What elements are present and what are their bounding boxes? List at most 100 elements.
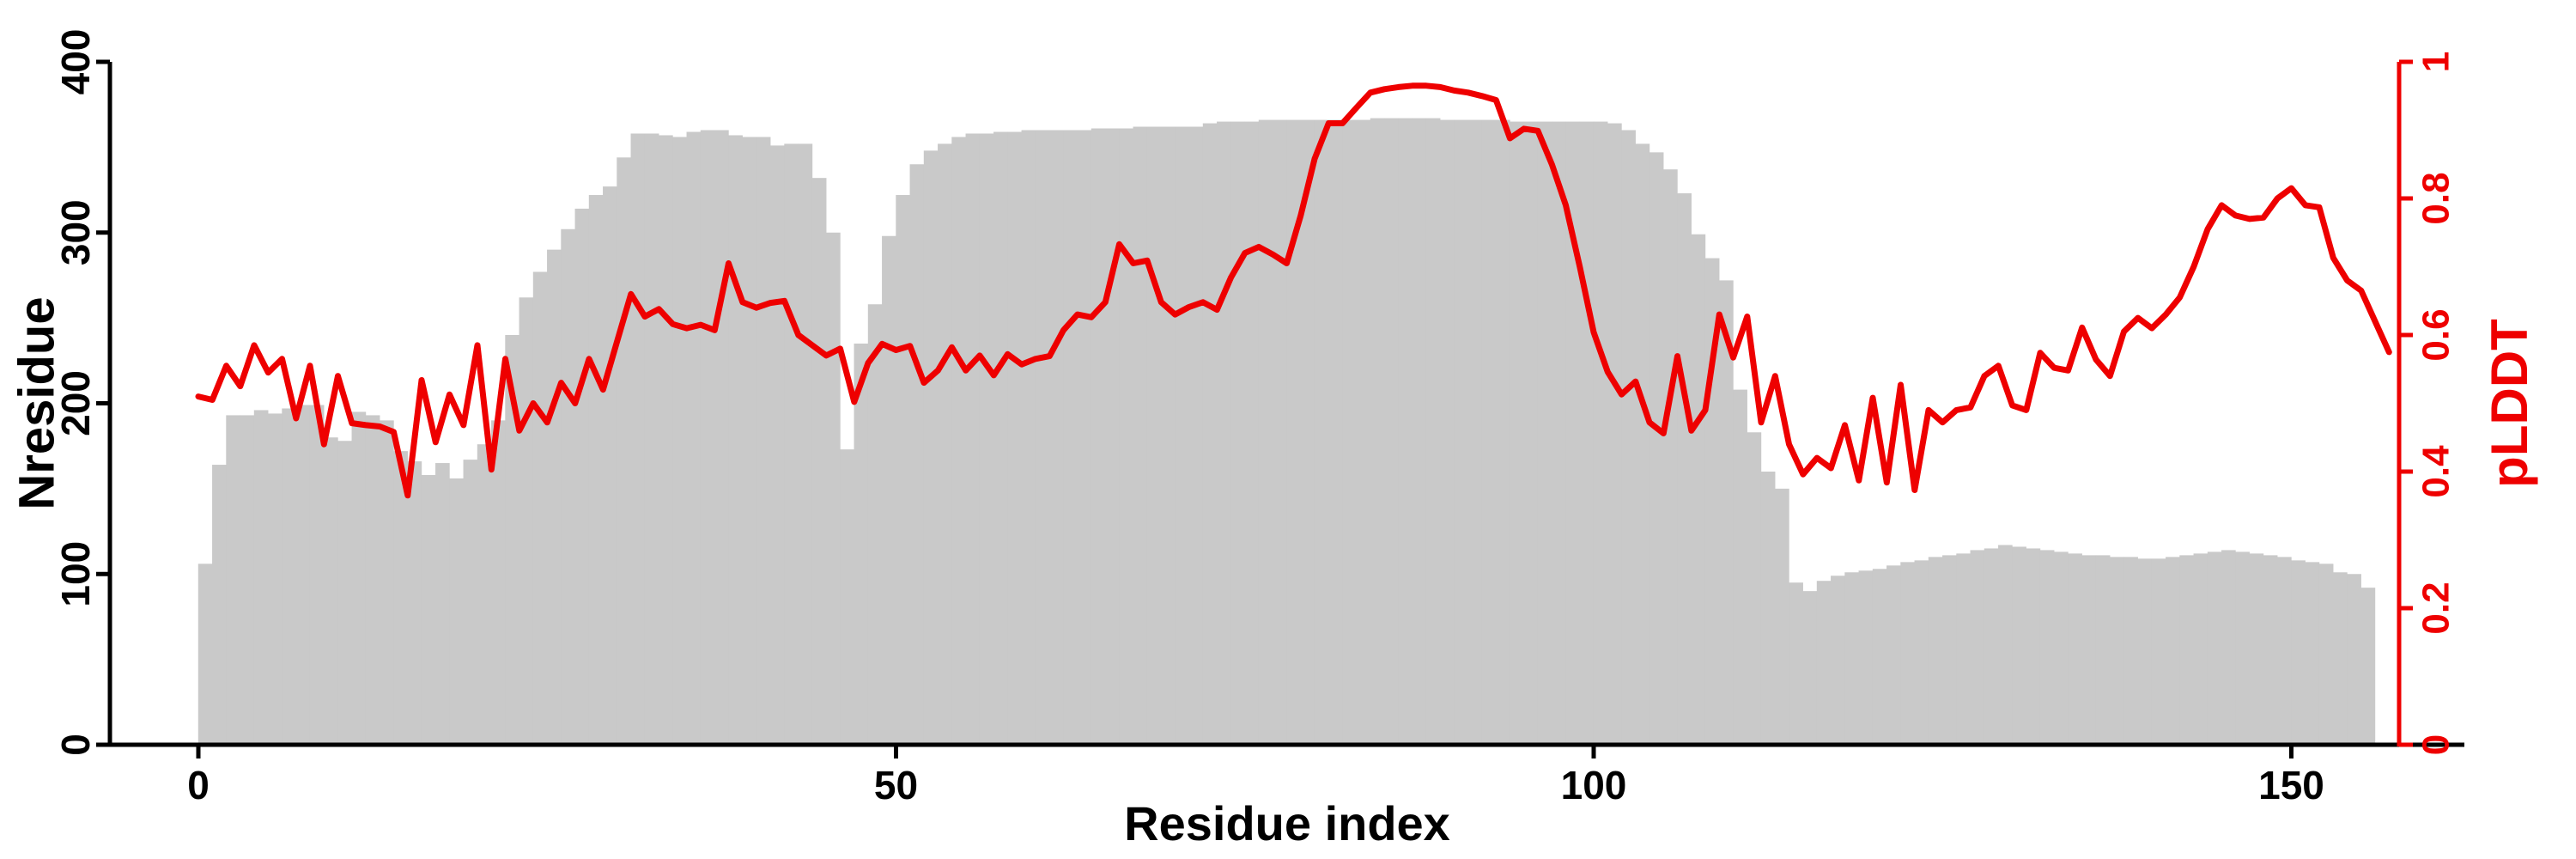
bar-residue-66: [1119, 128, 1133, 745]
bar-residue-20: [477, 444, 492, 745]
bar-residue-83: [1356, 119, 1371, 745]
bar-residue-76: [1258, 119, 1273, 745]
bar-residue-38: [728, 135, 743, 745]
bar-residue-119: [1858, 570, 1874, 745]
bar-residue-13: [380, 420, 394, 746]
bar-residue-101: [1607, 123, 1622, 746]
bar-residue-44: [811, 178, 827, 745]
y-axis-left-tick-label-300: 300: [53, 199, 98, 265]
bar-residue-143: [2193, 553, 2208, 745]
bar-residue-39: [742, 137, 757, 745]
bar-residue-43: [798, 143, 813, 745]
bar-residue-35: [686, 131, 702, 746]
bar-residue-84: [1370, 118, 1385, 746]
bar-residue-130: [2012, 546, 2026, 745]
bar-residue-14: [393, 451, 408, 745]
bar-residue-57: [993, 131, 1008, 746]
bar-residue-17: [435, 463, 450, 745]
bar-residue-154: [2347, 574, 2361, 745]
bar-residue-103: [1635, 143, 1650, 745]
bar-residue-152: [2318, 564, 2334, 745]
bar-residue-65: [1105, 128, 1120, 745]
bar-residue-111: [1747, 432, 1762, 745]
bar-residue-155: [2360, 588, 2376, 745]
bar-residue-28: [588, 195, 604, 745]
bar-residue-112: [1760, 472, 1776, 745]
bar-residue-123: [1914, 560, 1929, 745]
nresidue-bars: [197, 118, 2376, 746]
bar-residue-40: [756, 137, 771, 745]
bar-residue-82: [1342, 119, 1357, 745]
bar-residue-132: [2039, 550, 2055, 745]
bar-residue-61: [1049, 130, 1064, 745]
bar-residue-90: [1454, 119, 1468, 745]
bar-residue-107: [1691, 234, 1706, 745]
bar-residue-128: [1984, 548, 1999, 745]
y-axis-right-tick-label-0.2: 0.2: [2415, 582, 2457, 634]
bar-residue-122: [1900, 562, 1915, 745]
bar-residue-151: [2305, 562, 2320, 745]
bar-residue-91: [1467, 119, 1483, 745]
bar-residue-105: [1663, 169, 1678, 745]
bar-residue-133: [2054, 551, 2069, 745]
bar-residue-52: [923, 150, 939, 746]
bar-residue-114: [1789, 582, 1803, 745]
y-axis-left-tick-label-0: 0: [53, 734, 98, 756]
bar-residue-49: [882, 235, 896, 746]
bar-residue-96: [1537, 121, 1552, 745]
bar-residue-15: [407, 461, 422, 745]
bar-residue-73: [1217, 121, 1231, 745]
bar-residue-50: [896, 195, 910, 745]
bar-residue-99: [1579, 121, 1595, 745]
bar-residue-145: [2221, 550, 2236, 745]
bar-residue-67: [1133, 126, 1148, 745]
bar-residue-104: [1649, 152, 1664, 746]
bar-residue-69: [1161, 126, 1176, 745]
bar-residue-29: [603, 186, 617, 746]
bar-residue-26: [561, 228, 575, 745]
bar-residue-74: [1230, 121, 1245, 745]
x-axis-tick-label-0: 0: [187, 763, 210, 807]
bar-residue-1: [212, 465, 227, 745]
bar-residue-6: [282, 408, 296, 745]
bar-residue-58: [1007, 131, 1022, 746]
bar-residue-41: [770, 145, 785, 745]
y-axis-right-tick-label-0.8: 0.8: [2415, 172, 2457, 224]
bar-residue-138: [2123, 557, 2138, 746]
bar-residue-0: [197, 564, 213, 745]
bar-residue-109: [1719, 280, 1734, 745]
bar-residue-117: [1831, 576, 1845, 745]
bar-residue-63: [1077, 130, 1092, 745]
y-axis-left-tick-label-400: 400: [53, 29, 98, 95]
bar-residue-115: [1802, 591, 1818, 746]
bar-residue-77: [1273, 119, 1287, 745]
bar-residue-18: [449, 478, 464, 745]
bar-residue-10: [337, 441, 352, 745]
bar-residue-97: [1552, 121, 1566, 745]
bar-residue-4: [253, 410, 269, 745]
bar-residue-85: [1384, 118, 1399, 746]
bar-residue-54: [951, 137, 966, 745]
y-axis-right-tick-label-0: 0: [2415, 734, 2457, 755]
bar-residue-118: [1844, 572, 1859, 745]
bar-residue-121: [1886, 565, 1901, 745]
bar-residue-46: [840, 449, 854, 745]
bar-residue-60: [1035, 130, 1050, 745]
bar-residue-34: [672, 137, 687, 745]
bar-residue-19: [463, 460, 478, 745]
bar-residue-106: [1677, 193, 1692, 746]
bar-residue-146: [2235, 551, 2250, 745]
bar-residue-80: [1314, 119, 1329, 745]
bar-residue-148: [2263, 555, 2278, 745]
bar-residue-25: [547, 249, 562, 746]
bar-residue-113: [1775, 488, 1789, 746]
bar-residue-48: [867, 304, 883, 746]
bar-residue-2: [226, 415, 240, 745]
bar-residue-22: [505, 335, 519, 745]
bar-residue-37: [714, 130, 729, 745]
bar-residue-95: [1523, 121, 1539, 745]
bar-residue-5: [268, 413, 283, 745]
bar-residue-62: [1063, 130, 1078, 745]
bar-residue-147: [2249, 553, 2264, 745]
